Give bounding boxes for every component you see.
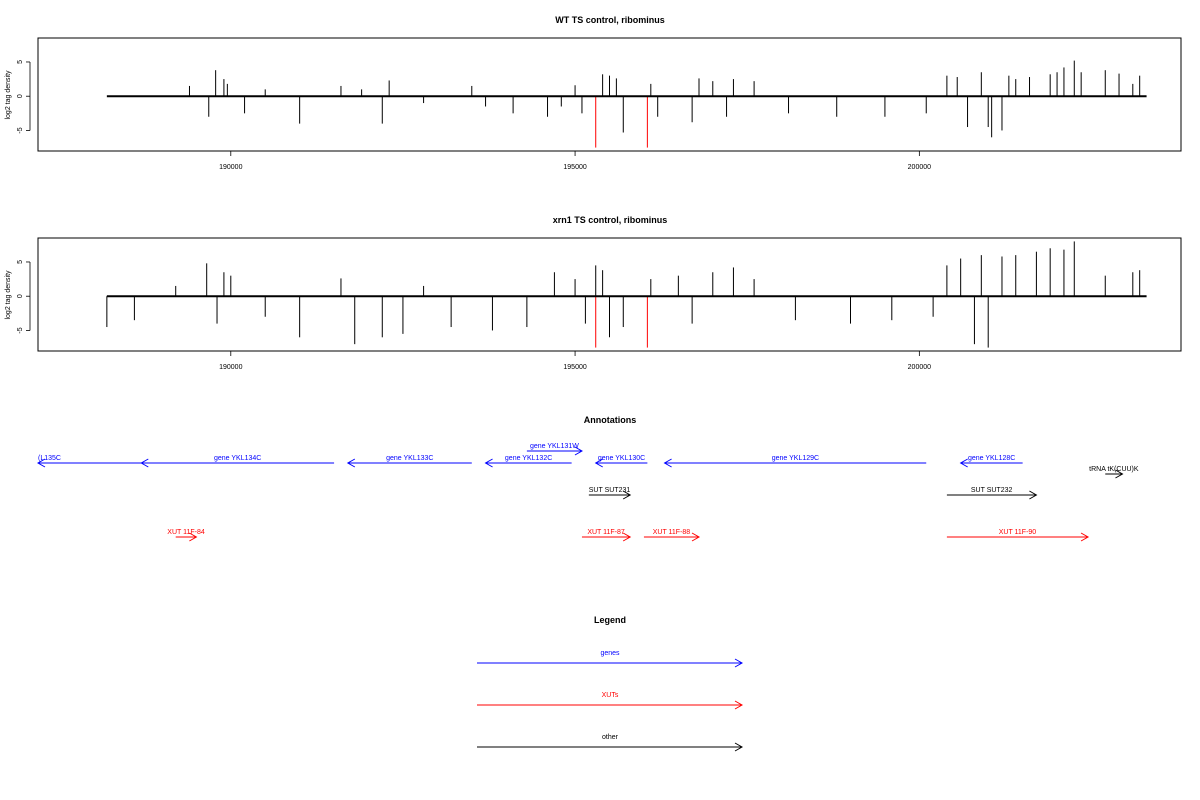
feature-label: SUT SUT232: [971, 487, 1013, 494]
annotations-title: Annotations: [584, 415, 637, 425]
legend-label: genes: [600, 650, 620, 657]
xrn1-density-bars: [106, 241, 1141, 348]
xrn1-y-axis: 5 0 -5: [17, 260, 31, 334]
annotations-track: Annotations (L135C gene YKL134C gene YKL13…: [36, 415, 1139, 542]
xrn1-x-tick-label: 190000: [219, 364, 242, 371]
annotation-feature: tRNA tK(CUU)K: [1089, 466, 1139, 479]
feature-arrowhead: [1115, 469, 1124, 479]
legend-title: Legend: [594, 615, 626, 625]
wt-y-tick-label: 0: [17, 94, 24, 98]
feature-label: gene YKL133C: [386, 455, 433, 462]
annotation-feature: SUT SUT232: [946, 487, 1038, 500]
wt-y-tick-label: 5: [17, 60, 24, 64]
xrn1-x-axis: 190000 195000 200000: [219, 351, 931, 371]
feature-label: tRNA tK(CUU)K: [1089, 466, 1139, 473]
feature-arrowhead: [1029, 490, 1038, 500]
legend-item: other: [477, 734, 744, 752]
annotation-feature: gene YKL131W: [526, 443, 583, 456]
feature-label: gene YKL130C: [598, 455, 645, 462]
legend-item: genes: [477, 650, 744, 668]
wt-density-bars: [188, 60, 1141, 148]
feature-label: gene YKL131W: [530, 443, 579, 450]
legend: Legend genes XUTs other: [477, 615, 744, 752]
feature-label: XUT 11F-88: [653, 529, 691, 536]
xrn1-y-axis-label: log2 tag density: [5, 270, 12, 320]
feature-label: gene YKL128C: [968, 455, 1015, 462]
xrn1-y-tick-label: 0: [17, 294, 24, 298]
legend-item: XUTs: [477, 692, 744, 710]
annotation-feature: gene YKL130C: [594, 455, 648, 468]
annotation-feature: gene YKL128C: [959, 455, 1023, 468]
feature-label: XUT 11F-90: [999, 529, 1037, 536]
annotation-features: (L135C gene YKL134C gene YKL133C gene YKL13…: [36, 443, 1139, 542]
wt-y-tick-label: -5: [17, 127, 24, 133]
feature-arrowhead: [691, 532, 701, 542]
feature-arrowhead: [622, 532, 632, 542]
feature-label: gene YKL129C: [772, 455, 819, 462]
wt-plot-frame: [37, 37, 1182, 152]
legend-items: genes XUTs other: [477, 650, 744, 752]
annotation-feature: SUT SUT231: [589, 487, 632, 500]
feature-arrowhead: [346, 458, 356, 468]
xrn1-panel-title: xrn1 TS control, ribominus: [553, 215, 668, 225]
feature-arrowhead: [484, 458, 493, 468]
wt-panel-title: WT TS control, ribominus: [555, 15, 665, 25]
legend-arrowhead: [734, 742, 744, 752]
annotation-feature: XUT 11F-84: [167, 529, 205, 542]
annotation-feature: gene YKL134C: [140, 455, 335, 468]
feature-arrowhead: [36, 458, 46, 468]
xrn1-plot-frame: [37, 237, 1182, 352]
wt-x-axis: 190000 195000 200000: [219, 151, 931, 171]
wt-density-panel: WT TS control, ribominus log2 tag densit…: [5, 15, 1182, 171]
feature-arrowhead: [189, 532, 198, 542]
xrn1-y-tick-label: -5: [17, 327, 24, 333]
legend-arrowhead: [734, 658, 744, 668]
feature-label: gene YKL134C: [214, 455, 261, 462]
legend-arrowhead: [734, 700, 744, 710]
xrn1-x-tick-label: 195000: [563, 364, 586, 371]
feature-label: XUT 11F-84: [167, 529, 205, 536]
feature-arrowhead: [140, 458, 149, 468]
feature-label: gene YKL132C: [505, 455, 552, 462]
wt-y-axis-label: log2 tag density: [5, 70, 12, 120]
wt-x-tick-label: 190000: [219, 164, 242, 171]
feature-label: XUT 11F-87: [587, 529, 625, 536]
legend-label: other: [602, 734, 619, 741]
annotation-feature: XUT 11F-90: [946, 529, 1090, 542]
xrn1-y-tick-label: 5: [17, 260, 24, 264]
annotation-feature: gene YKL132C: [484, 455, 572, 468]
xrn1-density-panel: xrn1 TS control, ribominus log2 tag dens…: [5, 215, 1182, 371]
legend-label: XUTs: [602, 692, 619, 699]
feature-arrowhead: [622, 490, 632, 500]
wt-y-axis: 5 0 -5: [17, 60, 31, 134]
feature-arrowhead: [594, 458, 603, 468]
annotation-feature: gene YKL129C: [663, 455, 927, 468]
feature-label: (L135C: [38, 455, 61, 462]
annotation-feature: gene YKL133C: [346, 455, 472, 468]
annotation-feature: XUT 11F-88: [643, 529, 701, 542]
feature-arrowhead: [1080, 532, 1090, 542]
feature-arrowhead: [574, 446, 583, 456]
wt-x-tick-label: 195000: [563, 164, 586, 171]
feature-arrowhead: [663, 458, 672, 468]
annotation-feature: XUT 11F-87: [581, 529, 632, 542]
feature-arrowhead: [959, 458, 968, 468]
feature-label: SUT SUT231: [589, 487, 631, 494]
wt-x-tick-label: 200000: [908, 164, 931, 171]
annotation-feature: (L135C: [36, 455, 142, 468]
xrn1-x-tick-label: 200000: [908, 364, 931, 371]
